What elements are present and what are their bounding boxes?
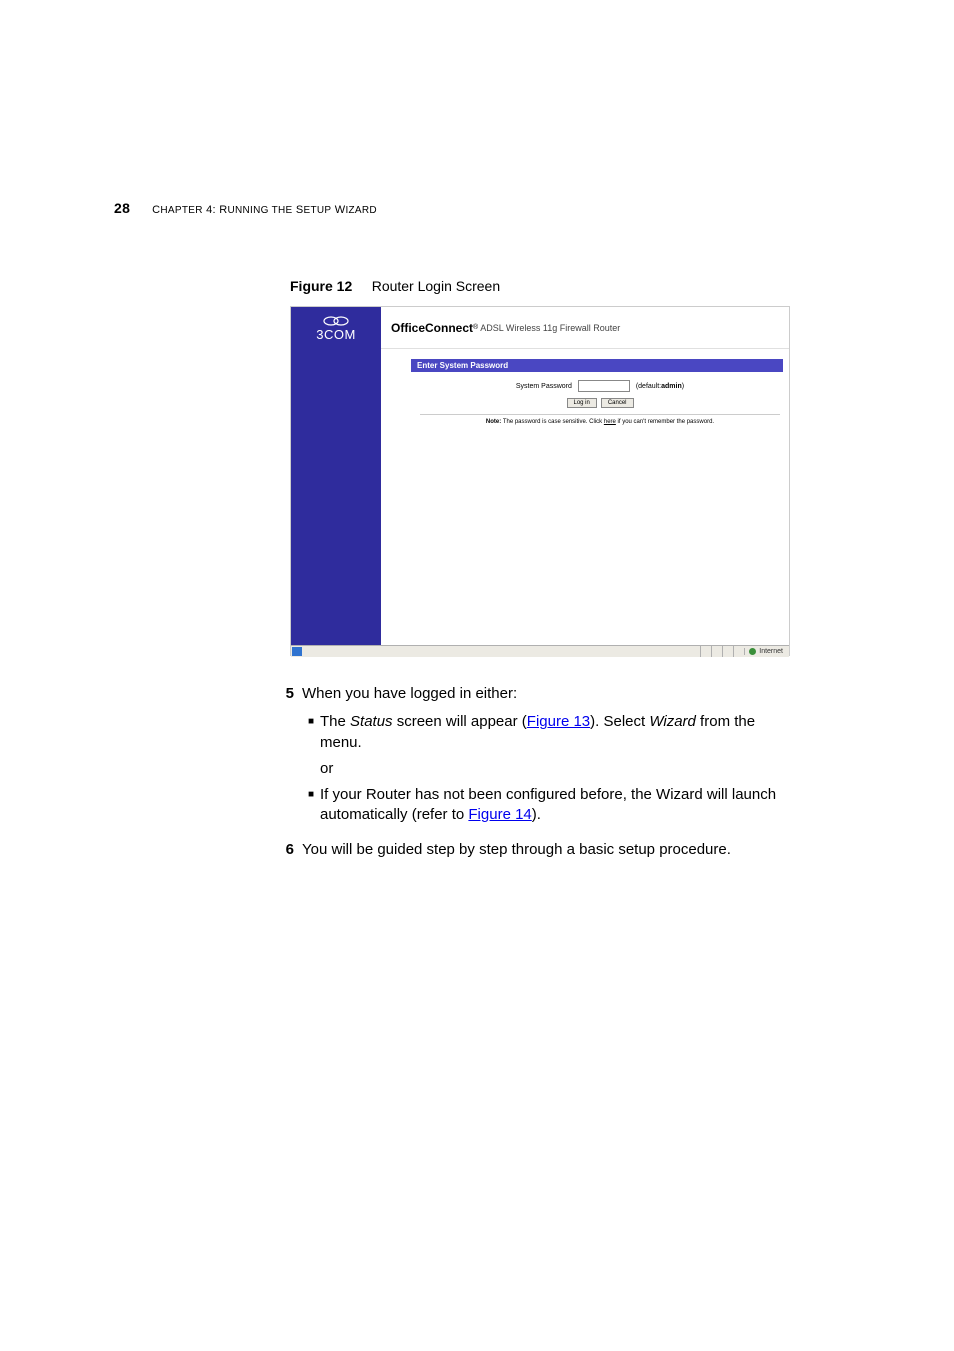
bullet-item-2: ■ If your Router has not been configured… [302, 785, 790, 826]
product-name: ADSL Wireless 11g Firewall Router [480, 323, 620, 333]
registered-mark: ® [473, 324, 478, 331]
password-input[interactable] [578, 380, 630, 392]
note-text-2: if you can't remember the password. [618, 419, 715, 425]
note-row: Note: The password is case sensitive. Cl… [420, 414, 780, 425]
body-text: 5 When you have logged in either: ■ The … [270, 684, 790, 868]
password-hint: (default:admin) [636, 383, 684, 390]
figure-14-link[interactable]: Figure 14 [468, 806, 531, 823]
password-row: System Password (default:admin) [411, 380, 789, 392]
item5-intro: When you have logged in either: [302, 684, 790, 704]
screenshot-main: Enter System Password System Password (d… [381, 349, 789, 645]
bullet-mark: ■ [302, 785, 320, 826]
cancel-button[interactable]: Cancel [601, 398, 634, 408]
router-login-screenshot: 3COM OfficeConnect ® ADSL Wireless 11g F… [290, 306, 790, 656]
login-button[interactable]: Log in [567, 398, 597, 408]
chapter-title: CHAPTER 4: RUNNING THE SETUP WIZARD [152, 204, 377, 216]
figure-label: Figure 12 [290, 278, 352, 294]
status-left-icon [292, 647, 302, 656]
globe-icon [749, 648, 756, 655]
item6-text: You will be guided step by step through … [302, 840, 790, 860]
screenshot-body: Enter System Password System Password (d… [291, 349, 789, 645]
panel-body: System Password (default:admin) Log in C… [411, 380, 789, 425]
panel-title: Enter System Password [411, 359, 783, 372]
status-cells [700, 646, 744, 657]
bullet-item-1: ■ The Status screen will appear (Figure … [302, 712, 790, 753]
button-row: Log in Cancel [411, 398, 789, 408]
status-internet-label: Internet [759, 648, 783, 655]
status-internet: Internet [744, 648, 789, 655]
page-number: 28 [114, 200, 130, 216]
or-separator: or [320, 759, 790, 779]
list-item-5: 5 When you have logged in either: ■ The … [270, 684, 790, 832]
note-text-1: The password is case sensitive. Click [503, 419, 604, 425]
figure-13-link[interactable]: Figure 13 [527, 713, 590, 730]
screenshot-header: 3COM OfficeConnect ® ADSL Wireless 11g F… [291, 307, 789, 349]
product-title-bar: OfficeConnect ® ADSL Wireless 11g Firewa… [381, 307, 789, 349]
logo-cell: 3COM [291, 307, 381, 349]
note-bold: Note: [486, 419, 501, 425]
note-here-link[interactable]: here [604, 419, 616, 425]
brand-name: OfficeConnect [391, 321, 473, 335]
link-rings-icon [321, 315, 351, 327]
bullet-mark: ■ [302, 712, 320, 753]
screenshot-statusbar: Internet [291, 645, 789, 657]
page-header: 28 CHAPTER 4: RUNNING THE SETUP WIZARD [114, 200, 377, 216]
figure-caption: Figure 12 Router Login Screen [290, 278, 500, 294]
figure-title: Router Login Screen [372, 278, 500, 294]
list-number-6: 6 [270, 840, 294, 860]
bullet2-body: If your Router has not been configured b… [320, 785, 790, 826]
logo-text: 3COM [316, 327, 356, 342]
password-label: System Password [516, 383, 572, 390]
bullet1-body: The Status screen will appear (Figure 13… [320, 712, 790, 753]
list-item-6: 6 You will be guided step by step throug… [270, 840, 790, 860]
list-number-5: 5 [270, 684, 294, 832]
screenshot-sidebar [291, 349, 381, 645]
